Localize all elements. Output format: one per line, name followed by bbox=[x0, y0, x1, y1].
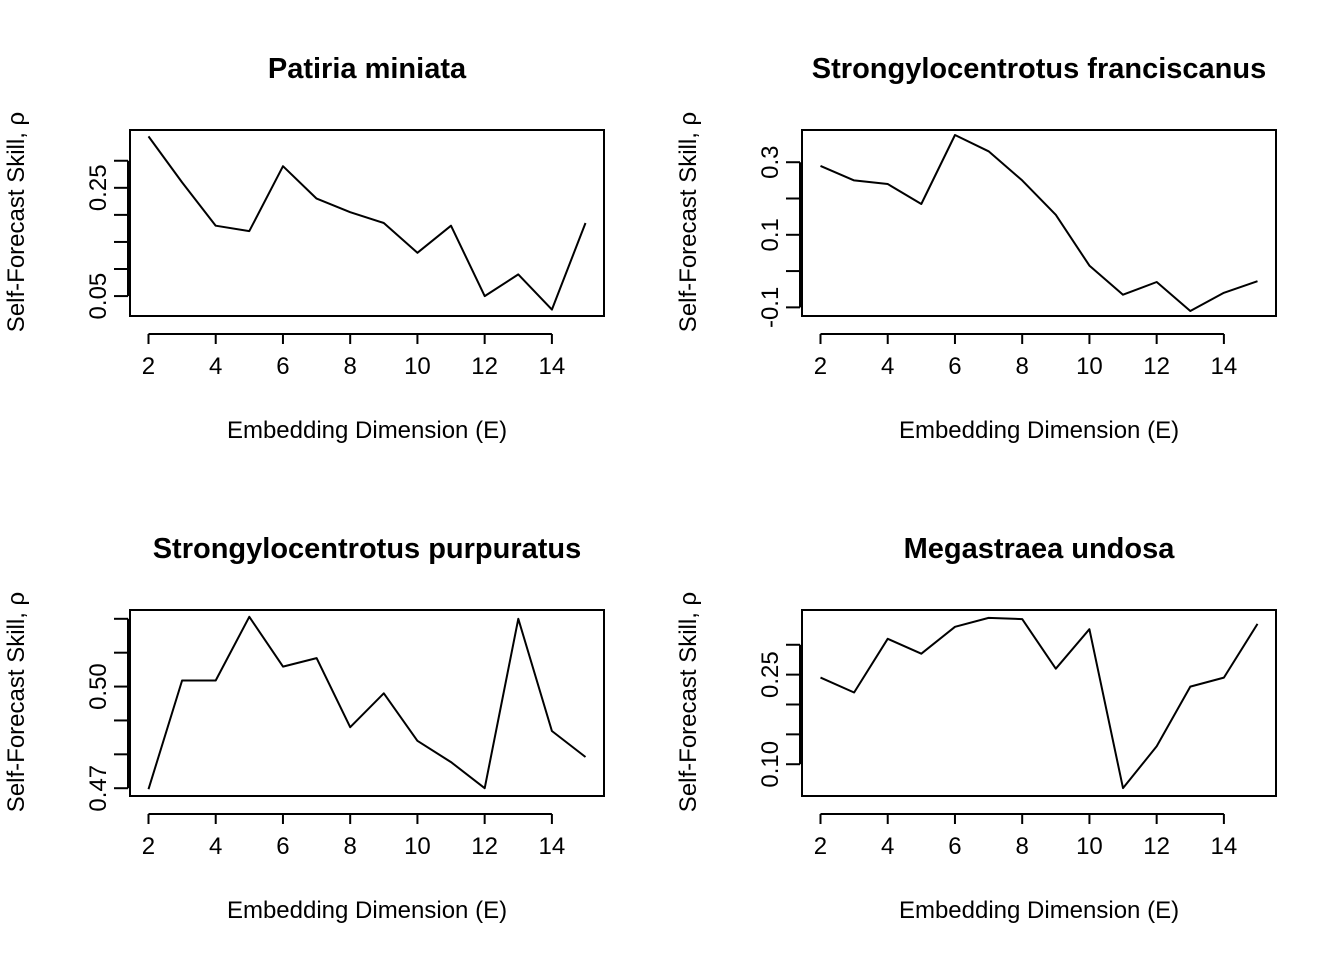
x-tick-label: 14 bbox=[539, 833, 566, 860]
x-tick-label: 14 bbox=[539, 353, 566, 380]
x-tick-label: 6 bbox=[948, 353, 961, 380]
x-tick-label: 14 bbox=[1211, 353, 1238, 380]
x-tick-label: 4 bbox=[209, 833, 222, 860]
y-axis-label: Self-Forecast Skill, ρ bbox=[675, 592, 702, 812]
series-line bbox=[820, 134, 1258, 312]
x-axis-label: Embedding Dimension (E) bbox=[899, 897, 1179, 924]
panel-title: Patiria miniata bbox=[268, 53, 467, 85]
panel-strongylocentrotus-franciscanus: Strongylocentrotus franciscanus Self-For… bbox=[675, 53, 1277, 444]
plot-frame bbox=[801, 129, 1277, 317]
x-tick-label: 2 bbox=[814, 833, 827, 860]
x-tick-label: 2 bbox=[814, 353, 827, 380]
plot-area: 2 4 6 8 10 12 14 -0.1 0.1 0.3 bbox=[757, 129, 1277, 380]
x-tick-label: 12 bbox=[1143, 353, 1170, 380]
x-tick-label: 6 bbox=[948, 833, 961, 860]
x-tick-label: 4 bbox=[209, 353, 222, 380]
series-line bbox=[147, 135, 587, 311]
y-tick-label: 0.25 bbox=[757, 651, 784, 698]
series-line bbox=[820, 616, 1259, 790]
plot-area: 2 4 6 8 10 12 14 0.05 0.25 bbox=[85, 129, 605, 380]
y-axis-label: Self-Forecast Skill, ρ bbox=[3, 592, 30, 812]
plot-area: 2 4 6 8 10 12 14 0.10 0.25 bbox=[757, 609, 1277, 860]
plot-area: 2 4 6 8 10 12 14 0.47 0.50 bbox=[85, 609, 605, 860]
x-tick-label: 6 bbox=[276, 833, 289, 860]
y-axis-label: Self-Forecast Skill, ρ bbox=[3, 112, 30, 332]
x-tick-label: 4 bbox=[881, 833, 894, 860]
plot-frame bbox=[129, 609, 605, 797]
panel-strongylocentrotus-purpuratus: Strongylocentrotus purpuratus Self-Forec… bbox=[3, 533, 605, 924]
x-tick-label: 14 bbox=[1211, 833, 1238, 860]
plot-frame bbox=[129, 129, 605, 317]
x-tick-label: 8 bbox=[344, 833, 357, 860]
x-axis-label: Embedding Dimension (E) bbox=[899, 417, 1179, 444]
y-tick-label: 0.50 bbox=[85, 663, 112, 710]
series-line bbox=[147, 615, 587, 790]
x-tick-label: 4 bbox=[881, 353, 894, 380]
y-tick-label: -0.1 bbox=[757, 287, 784, 328]
x-tick-label: 12 bbox=[471, 833, 498, 860]
x-tick-label: 12 bbox=[1143, 833, 1170, 860]
y-tick-label: 0.3 bbox=[757, 146, 784, 179]
y-tick-label: 0.47 bbox=[85, 765, 112, 812]
x-tick-label: 10 bbox=[404, 833, 431, 860]
x-tick-label: 10 bbox=[1076, 353, 1103, 380]
panel-title: Strongylocentrotus purpuratus bbox=[153, 533, 582, 565]
x-tick-label: 8 bbox=[344, 353, 357, 380]
x-tick-label: 10 bbox=[1076, 833, 1103, 860]
y-tick-label: 0.10 bbox=[757, 741, 784, 788]
x-axis-label: Embedding Dimension (E) bbox=[227, 417, 507, 444]
panel-title: Megastraea undosa bbox=[904, 533, 1176, 565]
x-tick-label: 12 bbox=[471, 353, 498, 380]
panel-title: Strongylocentrotus franciscanus bbox=[812, 53, 1266, 85]
panel-patiria-miniata: Patiria miniata Self-Forecast Skill, ρ E… bbox=[3, 53, 605, 444]
x-axis-label: Embedding Dimension (E) bbox=[227, 897, 507, 924]
x-tick-label: 2 bbox=[142, 833, 155, 860]
plot-frame bbox=[801, 609, 1277, 797]
x-tick-label: 2 bbox=[142, 353, 155, 380]
y-axis-label: Self-Forecast Skill, ρ bbox=[675, 112, 702, 332]
x-tick-label: 10 bbox=[404, 353, 431, 380]
x-tick-label: 8 bbox=[1016, 353, 1029, 380]
x-tick-label: 6 bbox=[276, 353, 289, 380]
y-tick-label: 0.1 bbox=[757, 218, 784, 251]
x-tick-label: 8 bbox=[1016, 833, 1029, 860]
y-tick-label: 0.25 bbox=[85, 164, 112, 211]
y-tick-label: 0.05 bbox=[85, 273, 112, 320]
panel-megastraea-undosa: Megastraea undosa Self-Forecast Skill, ρ… bbox=[675, 533, 1277, 924]
